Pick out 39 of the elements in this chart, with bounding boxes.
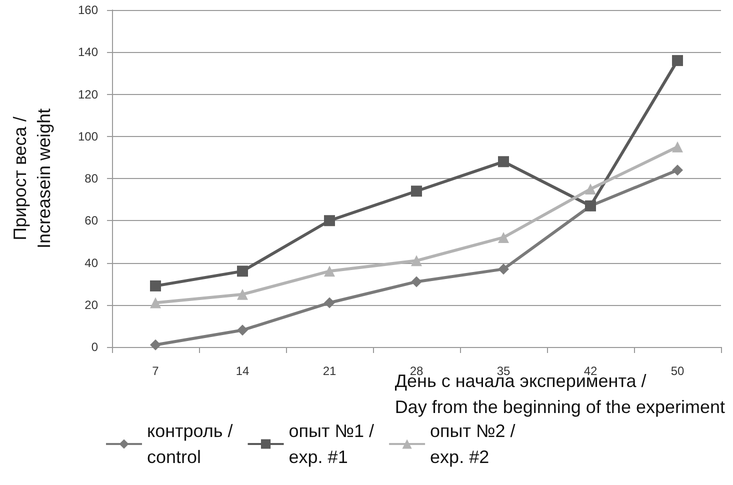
x-tick-label: 35 [496, 364, 510, 378]
x-tick-label: 14 [236, 364, 250, 378]
point [585, 184, 596, 195]
point [411, 255, 422, 266]
point [324, 297, 335, 308]
y-tick-label: 20 [84, 298, 98, 312]
y-tick-label: 160 [78, 3, 98, 17]
point [672, 141, 683, 152]
legend-label: опыт №2 / exp. #2 [430, 421, 516, 467]
x-tick-label: 50 [670, 364, 684, 378]
y-tick-label: 140 [78, 45, 98, 60]
x-tick-label: 42 [584, 364, 598, 378]
y-tick-label: 100 [78, 129, 98, 144]
point [498, 156, 509, 168]
y-tick-label: 80 [84, 172, 98, 186]
point [324, 215, 335, 226]
x-tick-label: 28 [410, 364, 424, 378]
y-tick-label: 0 [91, 340, 98, 354]
x-tick-label: 7 [152, 364, 160, 378]
point [150, 339, 161, 350]
point [237, 288, 248, 300]
y-tick-label: 40 [84, 256, 98, 270]
point [237, 266, 248, 277]
legend-label: опыт №1 / exp. #1 [288, 421, 374, 467]
point [498, 232, 509, 243]
point [411, 186, 422, 197]
legend-label: контроль / control [147, 421, 233, 467]
point [324, 266, 335, 277]
point [150, 280, 161, 292]
point [411, 276, 422, 288]
y-tick-label: 120 [78, 87, 98, 102]
point [498, 264, 509, 275]
point [672, 55, 683, 66]
point [150, 297, 161, 308]
x-tick-label: 21 [322, 364, 336, 378]
y-axis-title: Прирост веса / Increasein weight [10, 108, 54, 249]
y-tick-label: 60 [84, 214, 98, 228]
point [672, 164, 683, 176]
point [237, 324, 248, 336]
